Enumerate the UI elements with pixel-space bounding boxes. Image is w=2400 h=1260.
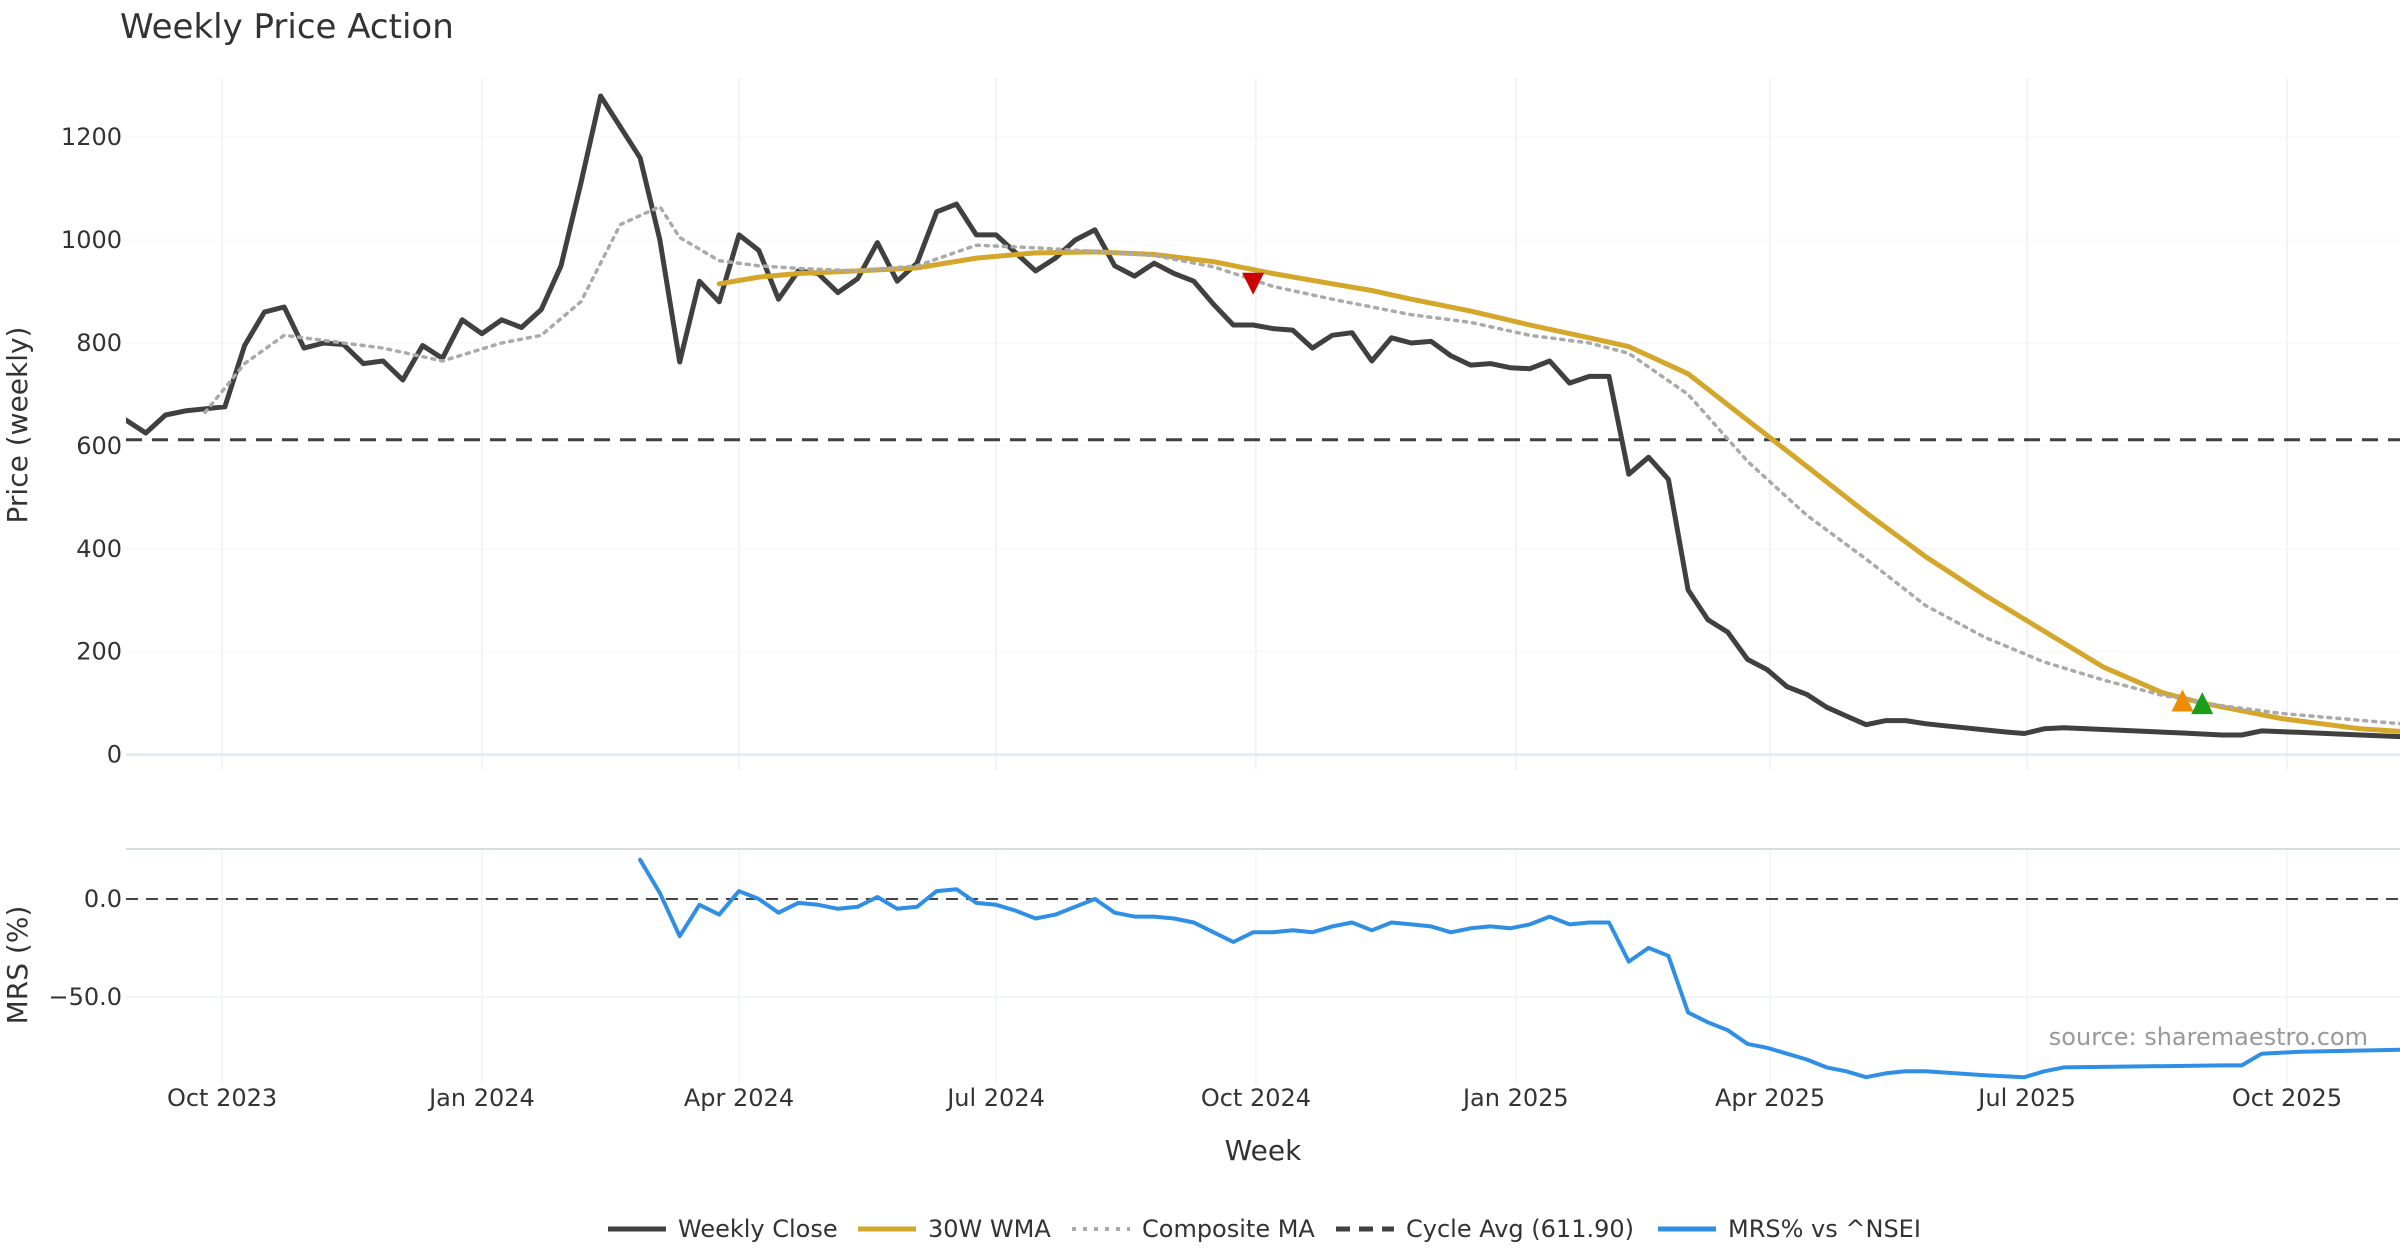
mrs-y-tick-label: 0.0 xyxy=(84,885,122,913)
buy-signal-marker xyxy=(2191,692,2214,715)
source-note: source: sharemaestro.com xyxy=(2049,1023,2368,1051)
x-tick-label: Jan 2024 xyxy=(427,1084,535,1112)
mrs-y-tick-label: −50.0 xyxy=(48,983,122,1011)
weekly-close-line xyxy=(126,93,2400,740)
mrs-y-axis-label: MRS (%) xyxy=(1,906,34,1025)
price-series xyxy=(126,93,2400,740)
price-y-tick-label: 1000 xyxy=(61,226,122,254)
price-y-tick-label: 200 xyxy=(76,638,122,666)
legend-label: 30W WMA xyxy=(928,1215,1051,1243)
sell-signal-marker xyxy=(1242,272,1265,295)
price-y-tick-label: 1200 xyxy=(61,123,122,151)
30w-wma-line xyxy=(716,249,2400,734)
x-tick-label: Oct 2025 xyxy=(2232,1084,2342,1112)
legend-label: MRS% vs ^NSEI xyxy=(1728,1215,1921,1243)
x-tick-label: Jul 2024 xyxy=(945,1084,1045,1112)
x-tick-label: Jan 2025 xyxy=(1461,1084,1569,1112)
legend-label: Cycle Avg (611.90) xyxy=(1406,1215,1634,1243)
mrs-series xyxy=(638,857,2400,1080)
x-tick-label: Oct 2024 xyxy=(1201,1084,1311,1112)
axes: Oct 2023 Jan 2024 Apr 2024 Jul 2024 Oct 2024… xyxy=(48,123,2342,1112)
price-y-tick-label: 800 xyxy=(76,329,122,357)
x-tick-label: Apr 2025 xyxy=(1715,1084,1825,1112)
legend: Weekly Close 30W WMA Composite MA Cycle Avg… xyxy=(608,1215,1921,1243)
signal-markers xyxy=(1242,272,2214,715)
x-tick-label: Oct 2023 xyxy=(167,1084,277,1112)
price-y-tick-label: 400 xyxy=(76,535,122,563)
x-tick-label: Apr 2024 xyxy=(684,1084,794,1112)
caution-signal-marker xyxy=(2171,689,2194,712)
price-y-axis-label: Price (weekly) xyxy=(1,327,34,524)
chart-title: Weekly Price Action xyxy=(120,7,454,47)
mrs-vs-nsei-line xyxy=(638,857,2400,1080)
price-y-tick-label: 0 xyxy=(107,741,122,769)
reference-lines xyxy=(126,438,2400,900)
composite-ma-line xyxy=(203,204,2400,726)
legend-label: Composite MA xyxy=(1142,1215,1315,1243)
price-y-tick-label: 600 xyxy=(76,432,122,460)
legend-label: Weekly Close xyxy=(678,1215,838,1243)
x-tick-label: Jul 2025 xyxy=(1976,1084,2076,1112)
x-axis-label: Week xyxy=(1225,1134,1302,1167)
